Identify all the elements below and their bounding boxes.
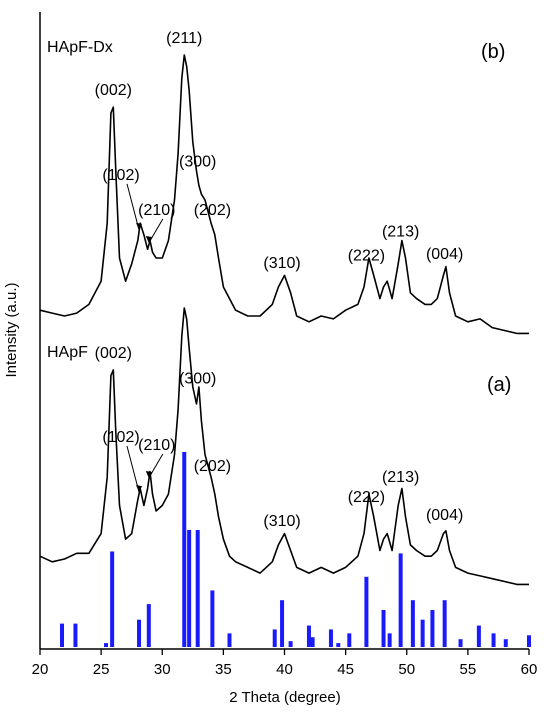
peak-label: (213) <box>382 223 419 240</box>
peak-label: (102) <box>102 429 139 446</box>
reference-bar <box>280 600 285 647</box>
y-axis-title: Intensity (a.u.) <box>3 282 20 377</box>
reference-bar <box>442 600 447 647</box>
x-tick-label: 25 <box>93 661 110 678</box>
reference-bar <box>347 633 352 647</box>
reference-bar <box>491 633 496 647</box>
annotation-arrow <box>126 445 140 493</box>
peak-label: (002) <box>95 345 132 362</box>
reference-bar <box>476 625 481 647</box>
peak-label: (222) <box>348 248 385 265</box>
panel-label-b: (b) <box>481 41 505 63</box>
reference-bar <box>187 530 192 647</box>
reference-bar <box>137 619 142 647</box>
reference-bar <box>310 637 315 647</box>
reference-bar <box>398 553 403 647</box>
peak-label: (310) <box>263 255 300 272</box>
series-label-hapf-dx: HApF-Dx <box>47 39 113 56</box>
x-tick-label: 50 <box>398 661 415 678</box>
reference-bar <box>336 643 341 647</box>
peak-label: (004) <box>426 246 463 263</box>
arrow-head <box>145 471 152 479</box>
x-tick-label: 60 <box>521 661 538 678</box>
peak-label: (102) <box>102 167 139 184</box>
x-tick-label: 35 <box>215 661 232 678</box>
reference-bar <box>182 452 187 647</box>
reference-bar <box>387 633 392 647</box>
reference-bar <box>381 609 386 647</box>
reference-bar <box>420 619 425 647</box>
reference-bar <box>60 623 65 647</box>
series-label-hapf: HApF <box>47 344 88 361</box>
reference-bar <box>306 625 311 647</box>
reference-bar <box>503 639 508 647</box>
peak-label: (300) <box>179 153 216 170</box>
peak-label: (004) <box>426 507 463 524</box>
peak-label: (310) <box>263 513 300 530</box>
reference-bar <box>288 641 293 647</box>
x-tick-label: 30 <box>154 661 171 678</box>
x-tick-label: 45 <box>337 661 354 678</box>
reference-bar <box>210 590 215 647</box>
reference-bar <box>110 551 115 647</box>
reference-bar <box>328 629 333 647</box>
series-line-hapf <box>39 307 529 586</box>
peak-label: (213) <box>382 469 419 486</box>
annotation-arrow <box>148 453 164 479</box>
peak-label: (210) <box>138 437 175 454</box>
peak-label: (300) <box>179 370 216 387</box>
reference-bar <box>364 576 369 647</box>
reference-bar <box>430 609 435 647</box>
annotation-arrow <box>148 218 164 244</box>
reference-bars <box>60 452 531 647</box>
peak-label: (202) <box>194 202 231 219</box>
series-lines <box>39 54 529 586</box>
peak-label: (202) <box>194 458 231 475</box>
reference-bar <box>227 633 232 647</box>
arrow-head <box>136 222 143 230</box>
x-tick-label: 20 <box>32 661 49 678</box>
arrow-head <box>136 485 143 493</box>
annotation-arrow <box>126 183 140 231</box>
x-ticks: 20 25 30 35 40 45 50 55 60 <box>32 649 538 678</box>
reference-bar <box>458 639 463 647</box>
peak-label: (002) <box>95 82 132 99</box>
reference-bar <box>73 623 78 647</box>
peak-label: (210) <box>138 202 175 219</box>
reference-bar <box>272 629 277 647</box>
x-axis-title: 2 Theta (degree) <box>229 689 340 706</box>
peak-annotations: (002)(102)(210)(211)(300)(202)(310) (222)… <box>95 30 464 530</box>
reference-bar <box>410 600 415 647</box>
reference-bar <box>195 530 200 647</box>
x-tick-label: 40 <box>276 661 293 678</box>
arrow-head <box>145 235 152 243</box>
series-line-hapf-dx <box>39 54 529 335</box>
reference-bar <box>527 635 531 647</box>
panel-label-a: (a) <box>487 374 511 396</box>
peak-label: (211) <box>166 30 202 47</box>
peak-label: (222) <box>348 489 385 506</box>
reference-bar <box>146 604 151 647</box>
x-tick-label: 55 <box>460 661 477 678</box>
reference-bar <box>104 643 109 647</box>
